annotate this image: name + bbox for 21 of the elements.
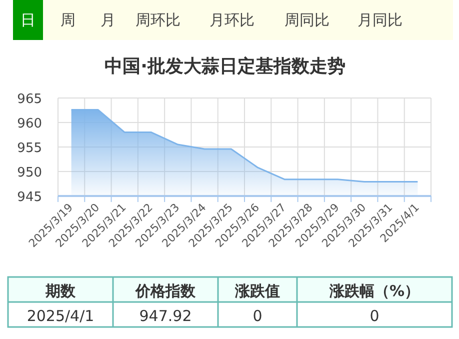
text: 0 [252,307,262,325]
text: 月 [100,11,116,29]
text: 2025/4/1 [26,307,94,325]
text: 月同比 [358,11,402,29]
y-tick-label: 955 [17,141,42,156]
text: 日 [20,11,36,29]
text: 周同比 [284,11,330,29]
text: 价格指数 [134,282,196,300]
text: 月环比 [210,11,254,29]
text: 947.92 [139,307,192,325]
y-tick-label: 965 [17,92,42,107]
chart-title: 中国·批发大蒜日定基指数走势 [104,56,346,77]
text: 涨跌值 [234,282,280,300]
text: 0 [370,307,380,325]
y-tick-label: 945 [17,190,42,205]
text: 周环比 [136,11,180,29]
text: 期数 [44,282,76,300]
text: 周 [60,11,76,29]
y-tick-label: 960 [17,116,42,132]
text: 涨跌幅（%） [328,282,420,300]
y-tick-label: 950 [17,166,42,180]
